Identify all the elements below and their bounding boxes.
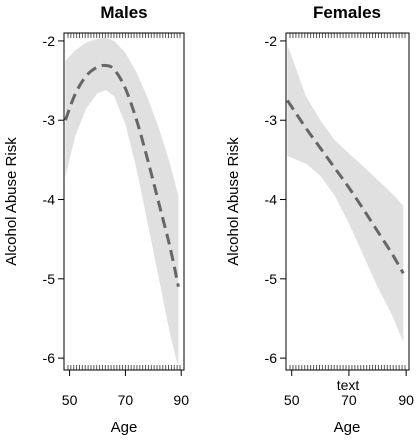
fit-line-females (286, 99, 405, 275)
y-tick-label-females: -2 (265, 33, 278, 49)
y-tick-label-males: -4 (43, 192, 56, 208)
y-tick-label-males: -3 (43, 112, 56, 128)
x-axis-label-females: Age (334, 419, 361, 436)
x-tick-label-males: 70 (118, 392, 134, 408)
y-axis-label-males: Alcohol Abuse Risk (3, 137, 20, 266)
y-tick-label-males: -5 (43, 271, 56, 287)
x-tick-label-females: 50 (284, 392, 300, 408)
plot-frame-males (63, 32, 185, 371)
panel-title-males: Males (100, 3, 147, 22)
confidence-band-males (65, 37, 179, 368)
y-tick-label-females: -3 (265, 112, 278, 128)
confidence-band-females (287, 44, 404, 343)
x-tick-label-females: 70 (341, 392, 357, 408)
panel-males: Males -2 -3 -4 -5 -6 50 70 90 Age Alcohol Abuse Ri… (3, 3, 189, 436)
panel-title-females: Females (313, 3, 381, 22)
y-tick-label-males: -2 (43, 33, 56, 49)
y-axis-label-females: Alcohol Abuse Risk (225, 137, 242, 266)
y-tick-label-females: -4 (265, 192, 278, 208)
y-tick-label-males: -6 (43, 350, 56, 366)
x-tick-label-males: 50 (62, 392, 78, 408)
y-tick-label-females: -5 (265, 271, 278, 287)
y-tick-label-females: -6 (265, 350, 278, 366)
panel-females: Females -2 -3 -4 -5 -6 50 70 90 Age Alcohol Abuse … (225, 3, 414, 436)
x-tick-label-males: 90 (173, 392, 189, 408)
x-axis-label-males: Age (111, 419, 138, 436)
plot-frame-females (285, 32, 410, 371)
fit-line-males (63, 63, 180, 288)
annotation-text-females: text (337, 377, 360, 393)
x-tick-label-females: 90 (398, 392, 414, 408)
